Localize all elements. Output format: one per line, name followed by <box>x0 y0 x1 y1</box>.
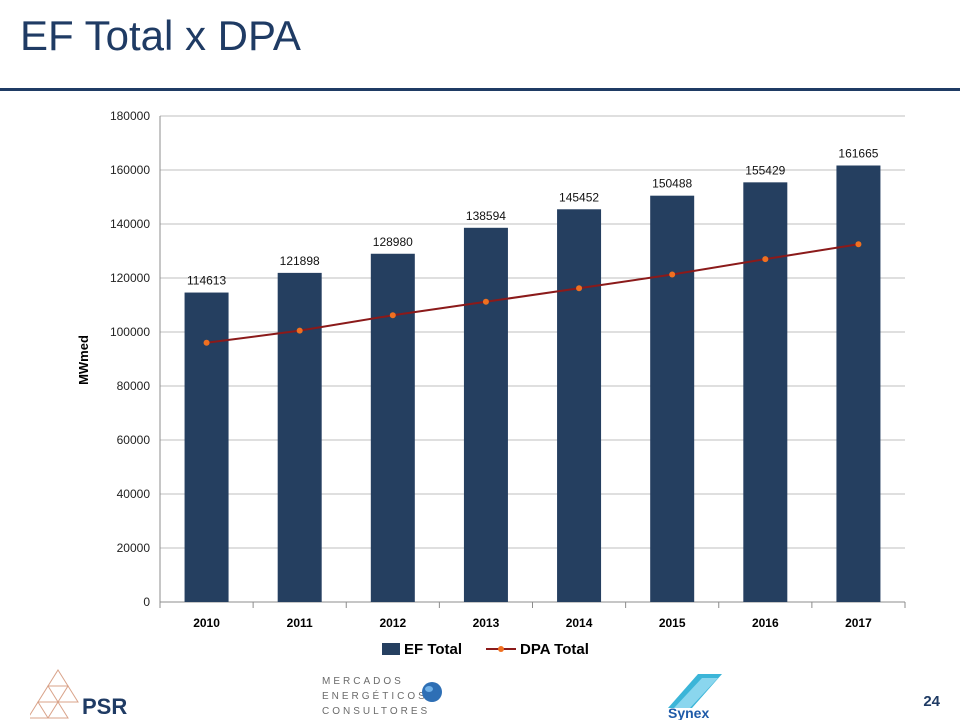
globe-icon <box>422 682 442 702</box>
mec-line3: CONSULTORES <box>322 706 430 717</box>
legend-label-dpa-total: DPA Total <box>520 641 589 658</box>
synex-logo: Synex <box>668 674 722 720</box>
title-divider <box>0 88 960 91</box>
point-dpa-total <box>482 298 489 305</box>
data-label: 161665 <box>838 147 878 161</box>
data-label: 138594 <box>466 209 506 223</box>
y-tick-label: 0 <box>143 595 150 609</box>
mec-line2: ENERGÉTICOS <box>322 689 428 702</box>
bar-ef-total <box>650 195 695 602</box>
data-label: 155429 <box>745 163 785 177</box>
data-label: 114613 <box>187 274 226 288</box>
legend-marker-dpa-total <box>498 646 504 652</box>
data-label: 121898 <box>280 254 320 268</box>
x-tick-label: 2017 <box>845 616 872 630</box>
x-tick-label: 2016 <box>752 616 779 630</box>
y-tick-label: 40000 <box>117 487 151 501</box>
data-label: 150488 <box>652 177 692 191</box>
x-tick-label: 2015 <box>659 616 686 630</box>
bar-ef-total <box>836 165 881 602</box>
dpa-line <box>203 241 862 346</box>
psr-logo-text: PSR <box>82 694 127 719</box>
bar-ef-total <box>370 253 415 602</box>
mercados-energeticos-logo: MERCADOS ENERGÉTICOS CONSULTORES <box>322 676 442 717</box>
bar-ef-total <box>463 227 508 602</box>
y-tick-label: 180000 <box>110 109 150 123</box>
y-tick-label: 60000 <box>117 433 151 447</box>
point-dpa-total <box>855 241 862 248</box>
slide-title: EF Total x DPA <box>20 12 301 59</box>
x-tick-label: 2010 <box>193 616 220 630</box>
chart: 0 20000 40000 60000 80000 100000 120000 140000 1… <box>76 109 906 658</box>
point-dpa-total <box>389 312 396 319</box>
point-dpa-total <box>669 271 676 278</box>
y-tick-label: 160000 <box>110 163 150 177</box>
bar-ef-total <box>277 272 322 602</box>
bars <box>184 165 881 602</box>
y-tick-label: 80000 <box>117 379 151 393</box>
y-tick-label: 100000 <box>110 325 150 339</box>
synex-logo-text: Synex <box>668 705 709 720</box>
y-tick-label: 120000 <box>110 271 150 285</box>
mec-line1: MERCADOS <box>322 676 404 687</box>
page-number: 24 <box>923 693 940 710</box>
legend-swatch-ef-total <box>382 643 400 655</box>
data-label: 128980 <box>373 235 413 249</box>
point-dpa-total <box>296 327 303 334</box>
psr-logo: PSR <box>30 669 127 719</box>
y-tick-label: 140000 <box>110 217 150 231</box>
x-tick-label: 2011 <box>287 616 313 630</box>
legend: EF Total DPA Total <box>382 641 589 658</box>
x-tick-label: 2013 <box>473 616 500 630</box>
point-dpa-total <box>576 285 583 292</box>
gridlines <box>160 115 905 549</box>
legend-label-ef-total: EF Total <box>404 641 462 658</box>
bar-ef-total <box>743 182 788 602</box>
y-axis-label: MWmed <box>76 335 91 385</box>
data-labels: 114613 121898 128980 138594 145452 150488 1554… <box>187 147 879 288</box>
bar-ef-total <box>184 292 229 602</box>
y-tick-label: 20000 <box>117 541 151 555</box>
point-dpa-total <box>762 256 769 263</box>
line-dpa-total <box>206 243 859 344</box>
data-label: 145452 <box>559 190 599 204</box>
x-tick-label: 2012 <box>379 616 406 630</box>
point-dpa-total <box>203 339 210 346</box>
x-tick-label: 2014 <box>566 616 593 630</box>
bar-ef-total <box>557 209 602 602</box>
